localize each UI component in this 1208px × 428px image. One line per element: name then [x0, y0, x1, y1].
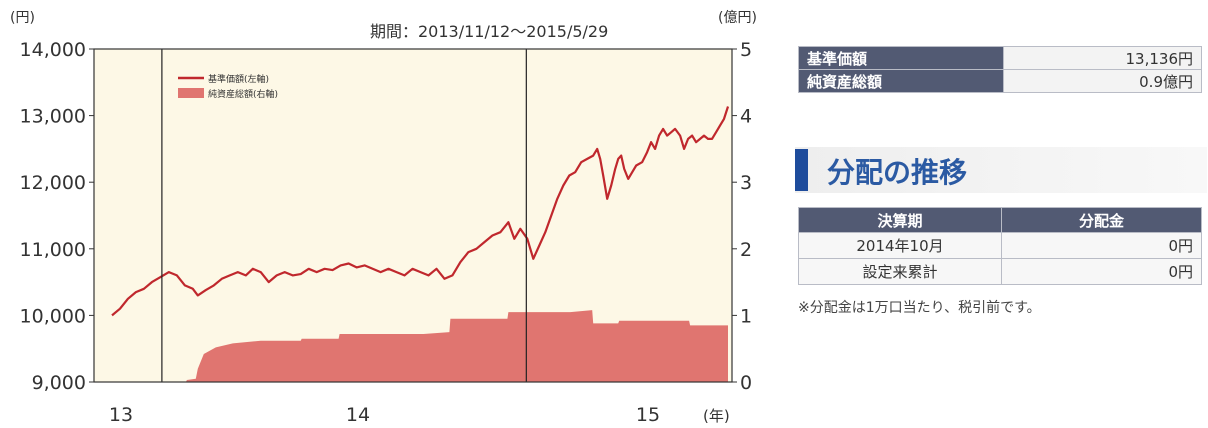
right-tick-label: 1: [740, 305, 752, 327]
summary-label: 純資産総額: [798, 69, 1004, 93]
left-tick-label: 10,000: [20, 305, 86, 327]
distribution-period: 設定来累計: [798, 258, 1002, 285]
distribution-row: 2014年10月 0円: [798, 232, 1202, 259]
legend-nav: 基準価額(左軸): [208, 73, 269, 85]
summary-value: 13,136円: [1003, 46, 1202, 70]
fund-performance-chart: 14,000 13,000 12,000 11,000 10,000 9,000 5 4 3 2…: [10, 10, 757, 426]
right-tick-label: 2: [740, 239, 752, 261]
left-tick-label: 13,000: [20, 106, 86, 128]
summary-value: 0.9億円: [1003, 69, 1202, 93]
right-tick-label: 4: [740, 106, 752, 128]
summary-row: 基準価額 13,136円: [798, 46, 1202, 70]
column-header-amount: 分配金: [1001, 207, 1202, 233]
left-tick-label: 14,000: [20, 39, 86, 61]
left-tick-label: 11,000: [20, 239, 86, 261]
x-axis-unit: (年): [703, 407, 730, 425]
x-tick-label: 15: [636, 404, 660, 426]
series-aum-area: [112, 310, 728, 382]
period-label: 期間：2013/11/12～2015/5/29: [370, 22, 608, 41]
summary-row: 純資産総額 0.9億円: [798, 69, 1202, 93]
series-nav-line: [111, 106, 730, 317]
distribution-heading-text: 分配の推移: [827, 156, 968, 189]
distribution-heading: 分配の推移: [795, 147, 1207, 193]
plot-frame: [93, 48, 733, 383]
right-tick-label: 3: [740, 172, 752, 194]
heading-accent-bar: [795, 149, 808, 191]
distribution-note: ※分配金は1万口当たり、税引前です。: [798, 300, 1041, 316]
left-axis-unit: (円): [10, 10, 35, 26]
distribution-table: 決算期 分配金 2014年10月 0円 設定来累計 0円: [798, 207, 1202, 285]
distribution-amount: 0円: [1001, 258, 1202, 285]
distribution-period: 2014年10月: [798, 232, 1002, 259]
left-tick-label: 9,000: [32, 372, 86, 394]
x-tick-label: 14: [346, 404, 370, 426]
right-axis-unit: (億円): [718, 10, 757, 26]
column-header-period: 決算期: [798, 207, 1002, 233]
x-tick-label: 13: [109, 404, 133, 426]
legend: 基準価額(左軸) 純資産総額(右軸): [178, 73, 278, 100]
summary-label: 基準価額: [798, 46, 1004, 70]
legend-area-swatch: [178, 88, 204, 98]
right-tick-label: 5: [740, 39, 752, 61]
fund-summary-table: 基準価額 13,136円 純資産総額 0.9億円: [798, 46, 1202, 93]
distribution-header-row: 決算期 分配金: [798, 207, 1202, 233]
distribution-amount: 0円: [1001, 232, 1202, 259]
legend-aum: 純資産総額(右軸): [208, 88, 278, 100]
distribution-row: 設定来累計 0円: [798, 258, 1202, 285]
left-tick-label: 12,000: [20, 172, 86, 194]
right-tick-label: 0: [740, 372, 752, 394]
